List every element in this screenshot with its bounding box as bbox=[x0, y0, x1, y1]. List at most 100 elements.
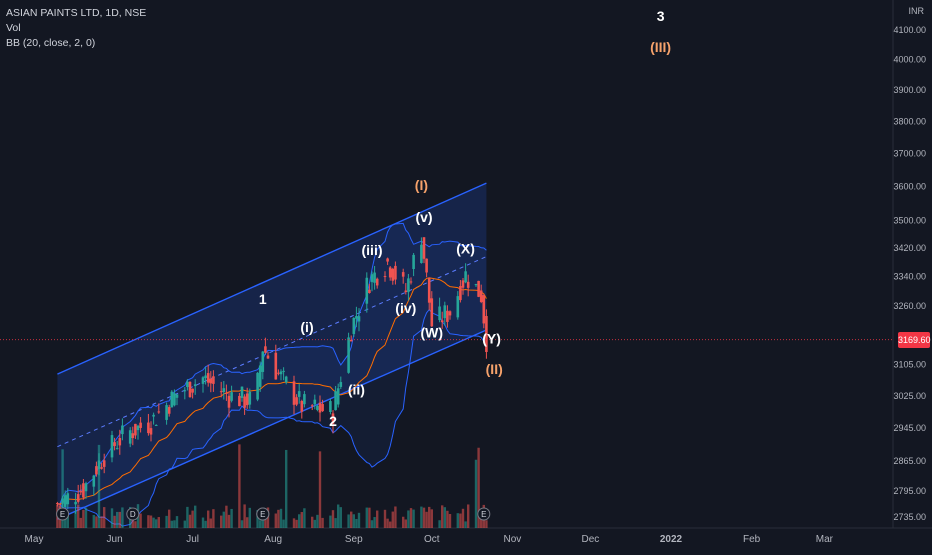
candle-body[interactable] bbox=[425, 258, 428, 273]
candle-body[interactable] bbox=[303, 394, 306, 405]
candle-body[interactable] bbox=[401, 272, 405, 277]
candle-body[interactable] bbox=[279, 371, 283, 375]
candle-body[interactable] bbox=[461, 280, 465, 288]
candle-body[interactable] bbox=[474, 283, 478, 286]
candle-body[interactable] bbox=[170, 391, 174, 408]
candle-body[interactable] bbox=[74, 501, 77, 505]
candle-body[interactable] bbox=[183, 390, 187, 392]
currency-label[interactable]: INR bbox=[908, 6, 925, 16]
candle-body[interactable] bbox=[61, 498, 64, 504]
candle-body[interactable] bbox=[420, 244, 423, 263]
candle-body[interactable] bbox=[284, 376, 288, 383]
candle-body[interactable] bbox=[427, 277, 431, 303]
candle-body[interactable] bbox=[282, 370, 285, 372]
candle-body[interactable] bbox=[264, 346, 267, 353]
candle-body[interactable] bbox=[139, 422, 142, 428]
candle-body[interactable] bbox=[238, 395, 241, 407]
candle-body[interactable] bbox=[370, 274, 374, 283]
candle-body[interactable] bbox=[446, 310, 449, 322]
candle-body[interactable] bbox=[466, 281, 470, 288]
candle-body[interactable] bbox=[375, 278, 379, 286]
candle-body[interactable] bbox=[248, 391, 252, 405]
candle-body[interactable] bbox=[121, 425, 124, 435]
candle-body[interactable] bbox=[79, 491, 83, 493]
candle-body[interactable] bbox=[485, 315, 488, 352]
candle-body[interactable] bbox=[373, 272, 376, 283]
candle-body[interactable] bbox=[95, 466, 98, 475]
candle-body[interactable] bbox=[477, 280, 480, 297]
candle-body[interactable] bbox=[227, 395, 231, 408]
candle-body[interactable] bbox=[175, 394, 179, 398]
candle-body[interactable] bbox=[212, 376, 215, 384]
candle-body[interactable] bbox=[206, 373, 210, 383]
candle-body[interactable] bbox=[261, 351, 265, 372]
candle-body[interactable] bbox=[113, 442, 116, 447]
channel-median-line[interactable] bbox=[57, 256, 487, 448]
candle-body[interactable] bbox=[386, 258, 389, 262]
candle-body[interactable] bbox=[82, 483, 85, 498]
candle-body[interactable] bbox=[209, 378, 213, 384]
candle-body[interactable] bbox=[266, 355, 270, 359]
candle-body[interactable] bbox=[368, 289, 371, 294]
candle-body[interactable] bbox=[201, 377, 205, 384]
candle-body[interactable] bbox=[456, 296, 460, 318]
candle-body[interactable] bbox=[313, 399, 317, 405]
candle-body[interactable] bbox=[118, 438, 122, 446]
candle-body[interactable] bbox=[191, 388, 194, 393]
candle-body[interactable] bbox=[76, 494, 80, 502]
candle-body[interactable] bbox=[347, 337, 350, 373]
candle-body[interactable] bbox=[225, 393, 228, 395]
candle-body[interactable] bbox=[316, 405, 319, 410]
candle-body[interactable] bbox=[256, 372, 259, 400]
candle-body[interactable] bbox=[334, 391, 337, 411]
candle-body[interactable] bbox=[84, 483, 88, 492]
candle-body[interactable] bbox=[422, 237, 426, 259]
candle-body[interactable] bbox=[482, 295, 486, 324]
candle-body[interactable] bbox=[97, 460, 101, 469]
candle-body[interactable] bbox=[243, 396, 246, 408]
candle-body[interactable] bbox=[295, 397, 298, 405]
candle-body[interactable] bbox=[149, 428, 153, 435]
candle-body[interactable] bbox=[479, 290, 483, 303]
candle-body[interactable] bbox=[365, 277, 369, 304]
candle-body[interactable] bbox=[258, 365, 262, 387]
candle-body[interactable] bbox=[204, 375, 207, 379]
candle-body[interactable] bbox=[339, 382, 343, 387]
candle-body[interactable] bbox=[407, 278, 410, 293]
symbol-title[interactable]: ASIAN PAINTS LTD, 1D, NSE bbox=[6, 7, 147, 19]
candle-body[interactable] bbox=[321, 404, 324, 412]
candle-body[interactable] bbox=[292, 381, 296, 405]
candle-body[interactable] bbox=[188, 381, 192, 398]
candle-body[interactable] bbox=[357, 316, 361, 322]
candle-body[interactable] bbox=[173, 393, 176, 406]
candle-body[interactable] bbox=[102, 460, 106, 467]
candle-body[interactable] bbox=[152, 414, 155, 417]
candle-body[interactable] bbox=[92, 475, 96, 487]
candle-body[interactable] bbox=[240, 386, 244, 398]
bollinger-indicator-label[interactable]: BB (20, close, 2, 0) bbox=[6, 37, 96, 49]
candle-body[interactable] bbox=[318, 402, 322, 413]
candle-body[interactable] bbox=[136, 425, 140, 431]
channel-lower-line[interactable] bbox=[57, 329, 487, 520]
candle-body[interactable] bbox=[134, 423, 137, 436]
candle-body[interactable] bbox=[438, 306, 441, 321]
candle-body[interactable] bbox=[58, 503, 62, 505]
candle-body[interactable] bbox=[186, 381, 189, 388]
candle-body[interactable] bbox=[329, 401, 332, 413]
candle-body[interactable] bbox=[147, 422, 150, 434]
candle-body[interactable] bbox=[154, 425, 158, 427]
candle-body[interactable] bbox=[110, 435, 114, 458]
candle-body[interactable] bbox=[404, 290, 408, 293]
candle-body[interactable] bbox=[336, 388, 340, 405]
candle-body[interactable] bbox=[412, 254, 415, 270]
candle-body[interactable] bbox=[56, 503, 59, 505]
candle-body[interactable] bbox=[277, 372, 280, 374]
candle-body[interactable] bbox=[128, 430, 132, 444]
event-marker[interactable] bbox=[256, 507, 270, 521]
candle-body[interactable] bbox=[115, 448, 119, 450]
candle-body[interactable] bbox=[383, 276, 387, 278]
event-marker[interactable] bbox=[126, 507, 140, 521]
candle-body[interactable] bbox=[274, 352, 278, 380]
candle-body[interactable] bbox=[165, 405, 168, 420]
